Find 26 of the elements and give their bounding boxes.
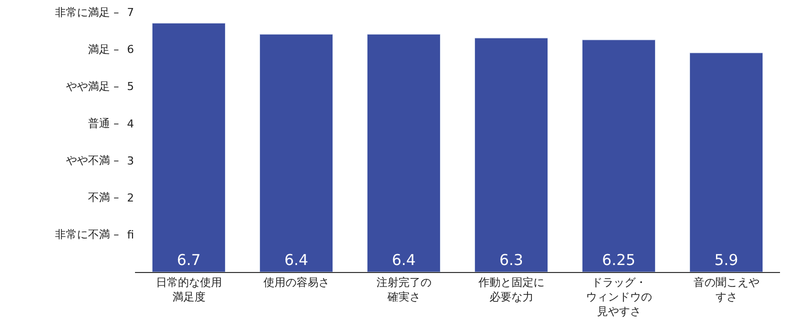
- data-label: 6.25: [602, 251, 636, 269]
- data-label: 6.4: [284, 251, 308, 269]
- x-tick-label: 日常的な使用満足度: [156, 276, 222, 304]
- text: 不満 –: [88, 191, 119, 204]
- text: やや不満 –: [66, 154, 119, 167]
- data-label: 6.7: [176, 251, 201, 269]
- y-tick-label: 4: [127, 117, 134, 130]
- x-tick-label: ドラッグ・ウィンドウの見やすさ: [586, 276, 652, 318]
- x-tick-label: 音の聞こえやすさ: [693, 276, 760, 304]
- y-tick-label: fi: [127, 228, 134, 242]
- data-label: 6.3: [499, 251, 524, 269]
- data-label: 5.9: [714, 251, 738, 269]
- y-tick-label: 2: [127, 192, 134, 205]
- y-tick-label: 6: [127, 42, 134, 56]
- text: 満足 –: [88, 43, 119, 56]
- text: 非常に不満 –: [55, 228, 119, 241]
- text: 普通 –: [88, 117, 119, 130]
- y-tick-label: 3: [127, 154, 134, 168]
- y-tick-label: 7: [127, 6, 134, 19]
- x-tick-label: 作動と固定に必要な力: [477, 276, 544, 304]
- x-tick-label: 使用の容易さ: [263, 276, 330, 290]
- data-label: 6.4: [392, 251, 416, 269]
- text: やや満足 –: [66, 80, 119, 93]
- x-tick-label: 注射完了の確実さ: [376, 276, 432, 304]
- text: 非常に満足 –: [55, 6, 119, 19]
- y-tick-label: 5: [127, 80, 134, 94]
